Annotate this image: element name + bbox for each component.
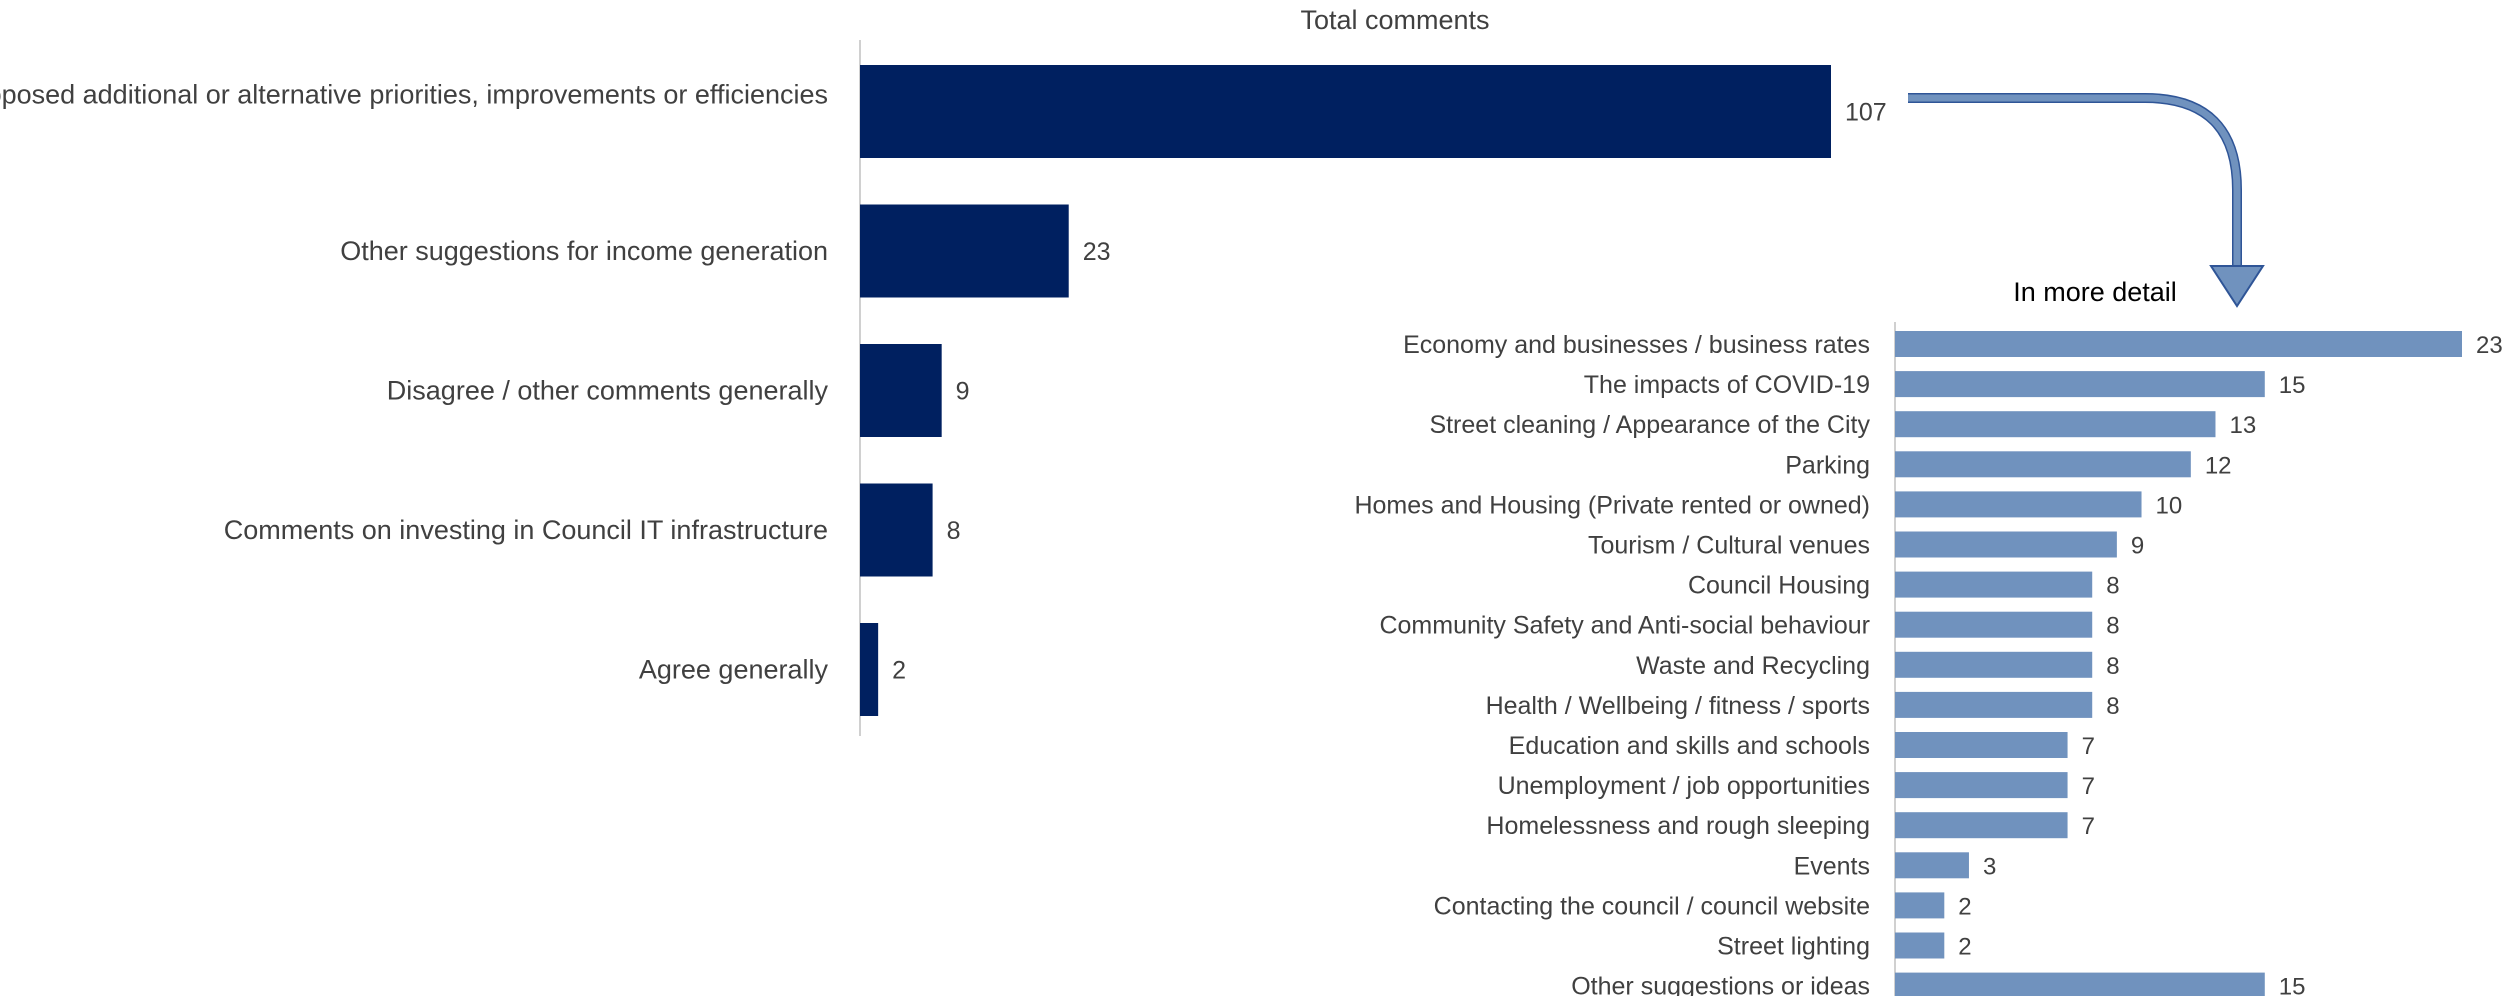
main-chart: Total comments Proposed additional or al… bbox=[0, 5, 1887, 736]
detail-category-label-parking: Parking bbox=[1785, 451, 1870, 479]
main-bar-disagree-other-comments-generally bbox=[860, 344, 942, 437]
detail-bar-homes-and-housing-private-rented-or-owne bbox=[1895, 491, 2142, 518]
main-value-label-agree-generally: 2 bbox=[892, 657, 906, 685]
detail-category-label-homelessness-and-rough-sleeping: Homelessness and rough sleeping bbox=[1486, 812, 1870, 840]
detail-category-label-waste-and-recycling: Waste and Recycling bbox=[1636, 652, 1870, 680]
main-category-label-agree-generally: Agree generally bbox=[639, 655, 829, 685]
main-value-label-disagree-other-comments-generally: 9 bbox=[956, 378, 970, 406]
connector-arrow-outline bbox=[1908, 93, 2242, 268]
detail-value-label-economy-and-businesses-business-rates: 23 bbox=[2476, 332, 2503, 359]
main-category-label-other-suggestions-for-income-generation: Other suggestions for income generation bbox=[340, 236, 828, 266]
connector-arrow-head bbox=[2209, 265, 2265, 308]
detail-bar-the-impacts-of-covid-19 bbox=[1895, 371, 2265, 398]
detail-category-label-the-impacts-of-covid-19: The impacts of COVID-19 bbox=[1584, 371, 1870, 399]
detail-category-label-health-wellbeing-fitness-sports: Health / Wellbeing / fitness / sports bbox=[1486, 692, 1870, 720]
detail-bar-events bbox=[1895, 852, 1969, 879]
detail-value-label-waste-and-recycling: 8 bbox=[2106, 653, 2119, 680]
detail-category-label-other-suggestions-or-ideas: Other suggestions or ideas bbox=[1571, 973, 1870, 996]
detail-value-label-health-wellbeing-fitness-sports: 8 bbox=[2106, 693, 2119, 720]
main-category-label-proposed-additional-or-alternative-prior: Proposed additional or alternative prior… bbox=[0, 80, 828, 110]
detail-value-label-community-safety-and-anti-social-behavio: 8 bbox=[2106, 613, 2119, 640]
connector-arrow-path bbox=[1908, 94, 2241, 268]
main-chart-bars: Proposed additional or alternative prior… bbox=[0, 65, 1887, 716]
main-category-label-disagree-other-comments-generally: Disagree / other comments generally bbox=[387, 376, 829, 406]
main-bar-other-suggestions-for-income-generation bbox=[860, 204, 1069, 298]
detail-bar-contacting-the-council-council-website bbox=[1895, 892, 1945, 919]
main-bar-comments-on-investing-in-council-it-infr bbox=[860, 483, 933, 577]
detail-bar-waste-and-recycling bbox=[1895, 651, 2093, 678]
detail-value-label-contacting-the-council-council-website: 2 bbox=[1958, 893, 1971, 920]
detail-bar-street-lighting bbox=[1895, 932, 1945, 959]
detail-category-label-street-lighting: Street lighting bbox=[1717, 933, 1870, 961]
detail-category-label-contacting-the-council-council-website: Contacting the council / council website bbox=[1434, 892, 1870, 920]
detail-bar-homelessness-and-rough-sleeping bbox=[1895, 812, 2068, 839]
detail-value-label-homelessness-and-rough-sleeping: 7 bbox=[2082, 813, 2095, 840]
main-value-label-proposed-additional-or-alternative-prior: 107 bbox=[1845, 99, 1887, 127]
detail-value-label-the-impacts-of-covid-19: 15 bbox=[2279, 372, 2306, 399]
detail-value-label-tourism-cultural-venues: 9 bbox=[2131, 533, 2144, 560]
detail-value-label-education-and-skills-and-schools: 7 bbox=[2082, 733, 2095, 760]
detail-value-label-street-cleaning-appearance-of-the-city: 13 bbox=[2229, 412, 2256, 439]
detail-category-label-education-and-skills-and-schools: Education and skills and schools bbox=[1509, 732, 1870, 760]
detail-category-label-events: Events bbox=[1794, 852, 1870, 880]
detail-value-label-council-housing: 8 bbox=[2106, 573, 2119, 600]
detail-chart: In more detail Economy and businesses / … bbox=[1354, 277, 2503, 996]
detail-value-label-homes-and-housing-private-rented-or-owne: 10 bbox=[2156, 492, 2183, 519]
detail-bar-education-and-skills-and-schools bbox=[1895, 732, 2068, 758]
detail-category-label-homes-and-housing-private-rented-or-owne: Homes and Housing (Private rented or own… bbox=[1354, 491, 1870, 519]
main-value-label-comments-on-investing-in-council-it-infr: 8 bbox=[947, 517, 961, 545]
detail-category-label-council-housing: Council Housing bbox=[1688, 572, 1870, 600]
detail-bar-health-wellbeing-fitness-sports bbox=[1895, 691, 2093, 718]
detail-bar-tourism-cultural-venues bbox=[1895, 531, 2117, 558]
detail-bar-parking bbox=[1895, 451, 2191, 478]
detail-category-label-unemployment-job-opportunities: Unemployment / job opportunities bbox=[1498, 772, 1870, 800]
detail-value-label-events: 3 bbox=[1983, 853, 1996, 880]
main-bar-proposed-additional-or-alternative-prior bbox=[860, 65, 1831, 158]
main-bar-agree-generally bbox=[860, 623, 879, 716]
detail-connector-arrow bbox=[1908, 93, 2265, 308]
detail-value-label-unemployment-job-opportunities: 7 bbox=[2082, 773, 2095, 800]
detail-category-label-tourism-cultural-venues: Tourism / Cultural venues bbox=[1588, 532, 1870, 560]
detail-bar-community-safety-and-anti-social-behavio bbox=[1895, 611, 2093, 638]
main-value-label-other-suggestions-for-income-generation: 23 bbox=[1083, 238, 1111, 266]
main-category-label-comments-on-investing-in-council-it-infr: Comments on investing in Council IT infr… bbox=[224, 515, 828, 545]
detail-chart-bars: Economy and businesses / business rates 2… bbox=[1354, 331, 2503, 996]
detail-category-label-community-safety-and-anti-social-behavio: Community Safety and Anti-social behavio… bbox=[1379, 612, 1870, 640]
detail-bar-other-suggestions-or-ideas bbox=[1895, 972, 2265, 996]
detail-bar-street-cleaning-appearance-of-the-city bbox=[1895, 411, 2216, 438]
detail-bar-council-housing bbox=[1895, 571, 2093, 598]
detail-bar-unemployment-job-opportunities bbox=[1895, 772, 2068, 799]
detail-value-label-street-lighting: 2 bbox=[1958, 934, 1971, 961]
detail-category-label-economy-and-businesses-business-rates: Economy and businesses / business rates bbox=[1403, 331, 1870, 359]
detail-value-label-parking: 12 bbox=[2205, 452, 2232, 479]
main-chart-title: Total comments bbox=[1300, 5, 1489, 35]
detail-bar-economy-and-businesses-business-rates bbox=[1895, 331, 2462, 357]
detail-value-label-other-suggestions-or-ideas: 15 bbox=[2279, 974, 2306, 996]
detail-chart-title: In more detail bbox=[2013, 277, 2177, 307]
detail-category-label-street-cleaning-appearance-of-the-city: Street cleaning / Appearance of the City bbox=[1429, 411, 1870, 439]
